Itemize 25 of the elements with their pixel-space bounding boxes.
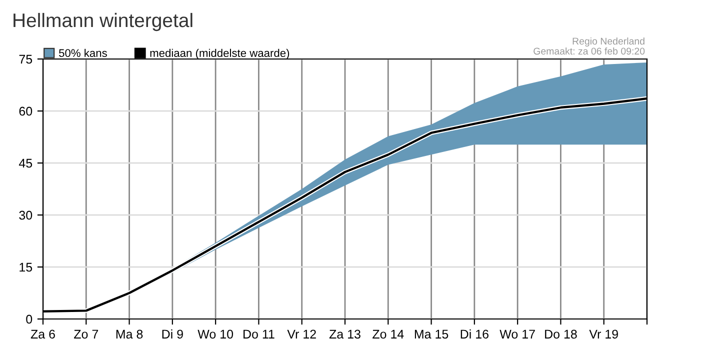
y-tick-label: 30 [19,210,32,220]
x-tick-label: Za 6 [30,330,55,339]
x-tick-label: Zo 14 [372,330,404,339]
y-tick-label: 0 [26,314,32,324]
x-tick-label: Za 13 [329,330,360,339]
y-tick-label: 15 [20,262,32,272]
x-tick-label: Di 9 [162,329,183,339]
x-tick-label: Ma 8 [116,330,143,339]
y-tick-label: 75 [19,54,32,64]
x-tick-label: Di 16 [460,329,488,339]
legend-label: mediaan (middelste waarde) [150,48,290,60]
x-tick-label: Vr 12 [287,330,316,338]
x-tick-label: Wo 10 [198,330,234,339]
x-tick-label: Ma 15 [414,330,448,339]
y-tick-label: 45 [18,158,32,168]
text: Gemaakt: za 06 feb 09:20 [534,47,645,55]
x-tick-label: Wo 17 [500,330,535,339]
legend-label: 50% kans [59,48,107,57]
x-tick-label: Zo 7 [74,330,98,339]
x-tick-label: Do 18 [545,330,577,339]
text: Regio Nederland [572,37,644,47]
x-tick-label: Vr 19 [589,330,618,339]
y-tick-label: 60 [19,106,32,116]
x-tick-label: Do 11 [244,330,274,339]
chart-title: Hellmann wintergetal [14,12,192,32]
